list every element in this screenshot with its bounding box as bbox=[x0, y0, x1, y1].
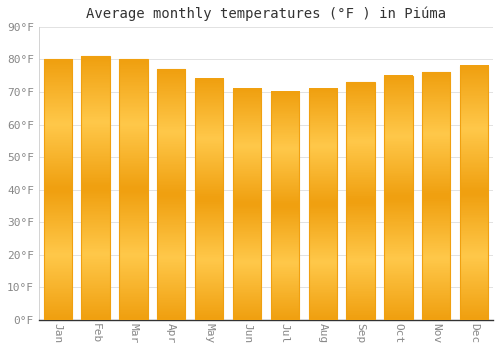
Bar bbox=[308, 89, 337, 320]
Bar bbox=[82, 56, 110, 320]
Bar bbox=[270, 92, 299, 320]
Bar bbox=[346, 82, 375, 320]
Bar bbox=[422, 72, 450, 320]
Bar bbox=[384, 76, 412, 320]
Bar bbox=[195, 79, 224, 320]
Bar bbox=[460, 66, 488, 320]
Bar bbox=[44, 60, 72, 320]
Bar bbox=[157, 69, 186, 320]
Title: Average monthly temperatures (°F ) in Piúma: Average monthly temperatures (°F ) in Pi… bbox=[86, 7, 446, 21]
Bar bbox=[119, 60, 148, 320]
Bar bbox=[233, 89, 261, 320]
